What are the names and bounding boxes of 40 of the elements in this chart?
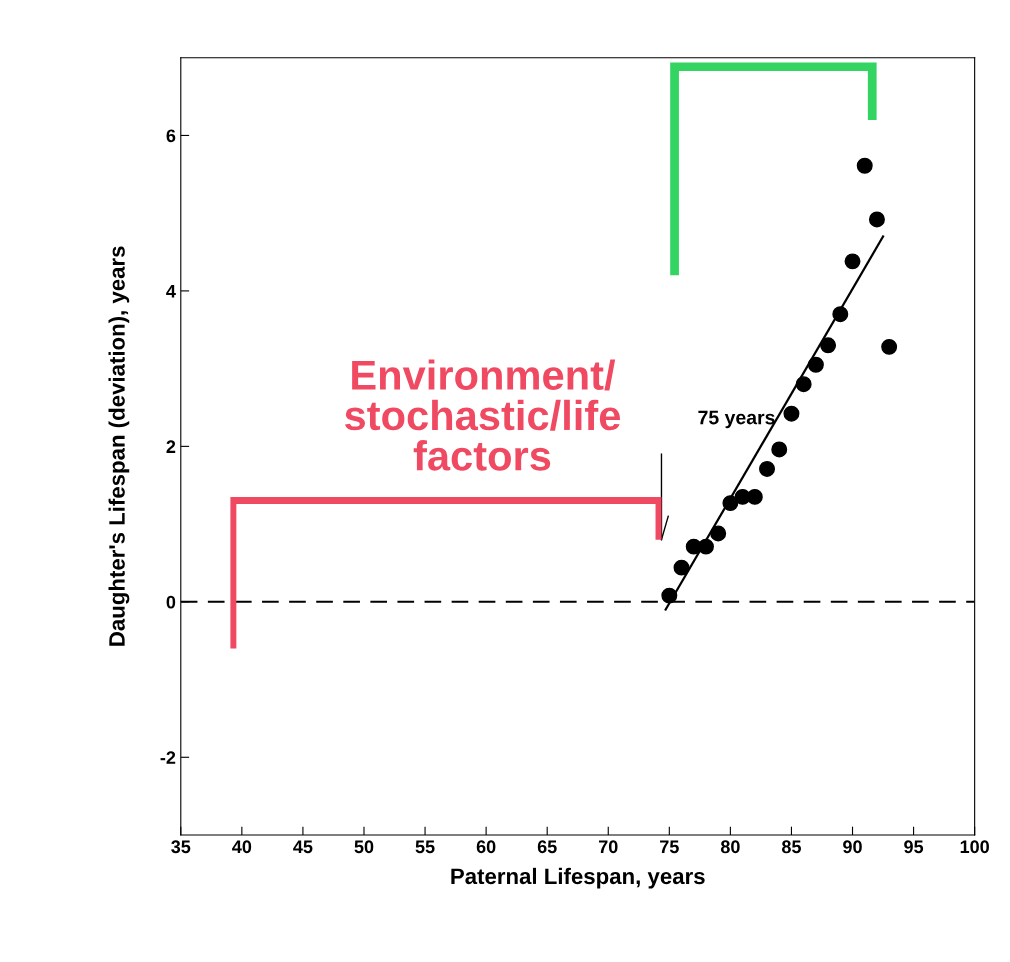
x-tick-label: 50 [354, 840, 374, 854]
annotation: 75 years [698, 410, 775, 429]
point [746, 488, 763, 505]
x-tick-label: 40 [232, 840, 252, 854]
x-tick-label: 95 [904, 840, 924, 854]
point [868, 211, 885, 228]
point [783, 405, 800, 422]
point [844, 253, 861, 270]
x-tick-label: 80 [720, 840, 740, 854]
point [820, 337, 837, 354]
x-tick-label: 75 [660, 840, 679, 854]
point [807, 356, 824, 373]
y-tick-label: 0 [166, 595, 176, 609]
point [881, 338, 898, 355]
point [722, 495, 739, 512]
y-tick-label: 4 [166, 285, 176, 298]
annotation: Environment/ stochastic/life factors [345, 359, 620, 471]
point [771, 441, 788, 458]
x-tick-label: 60 [476, 840, 496, 854]
point [832, 306, 849, 323]
y-axis-title: Daughter's Lifespan (deviation), years [108, 246, 130, 646]
x-tick-label: 35 [171, 840, 191, 854]
y-tick-label: 6 [166, 129, 176, 143]
x-axis-title: Paternal Lifespan, years [451, 867, 705, 889]
x-tick-label: 85 [781, 840, 801, 854]
x-tick-label: 70 [598, 840, 618, 854]
point [661, 587, 678, 604]
x-tick-label: 90 [843, 840, 862, 854]
x-tick-label: 45 [293, 840, 313, 854]
y-tick-label: -2 [160, 751, 176, 764]
y-tick-label: 2 [166, 440, 176, 453]
x-tick-label: 100 [960, 840, 989, 854]
point [673, 559, 690, 576]
x-tick-label: 65 [537, 840, 557, 854]
point [697, 538, 714, 555]
point [759, 460, 776, 477]
point [710, 525, 727, 542]
point [856, 157, 873, 174]
point [795, 376, 812, 393]
x-tick-label: 55 [415, 840, 435, 854]
